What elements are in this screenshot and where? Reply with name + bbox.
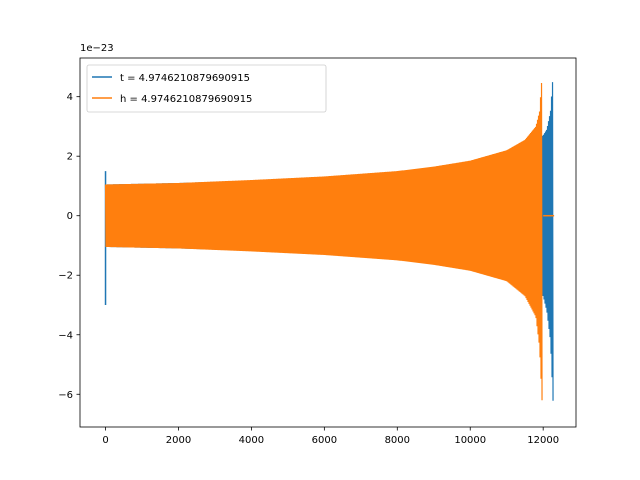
y-scale-label: 1e−23 [80,43,114,54]
legend-label-1: h = 4.9746210879690915 [120,94,252,105]
x-tick-label: 4000 [239,435,264,446]
x-tick-label: 12000 [527,435,559,446]
y-tick-label: −4 [58,330,73,341]
y-tick-label: 4 [67,92,73,103]
y-tick-label: −6 [58,390,73,401]
series-line-1 [104,83,543,401]
legend: t = 4.9746210879690915 h = 4.974621087969… [86,64,327,113]
axes-frame [79,57,577,428]
y-tick-label: 2 [67,152,73,163]
y-axis: −6 −4 −2 0 2 4 [58,92,80,401]
y-tick-label: −2 [58,271,73,282]
legend-box [86,64,327,113]
x-tick-label: 0 [102,435,108,446]
x-axis: 0 2000 4000 6000 8000 10000 12000 [102,427,559,446]
legend-label-0: t = 4.9746210879690915 [120,73,250,84]
x-tick-label: 10000 [454,435,486,446]
x-tick-label: 2000 [166,435,191,446]
x-tick-label: 6000 [312,435,337,446]
plot-area [104,82,555,401]
y-tick-label: 0 [67,211,73,222]
x-tick-label: 8000 [385,435,410,446]
